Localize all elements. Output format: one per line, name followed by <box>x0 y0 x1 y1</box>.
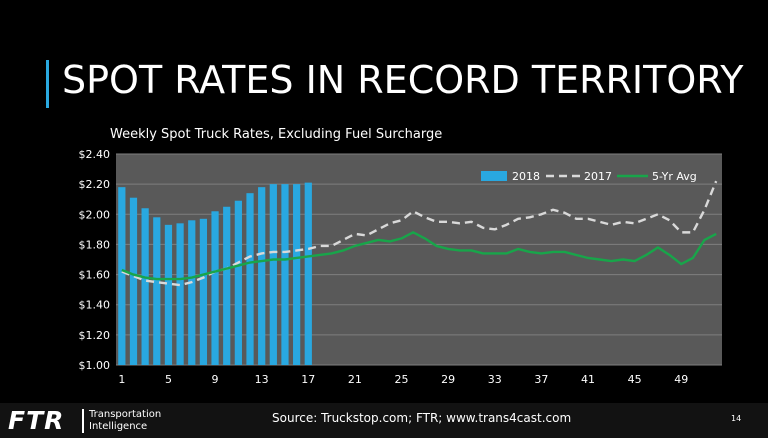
title-accent-bar <box>46 60 49 108</box>
bar-2018 <box>258 187 266 365</box>
y-tick-label: $2.00 <box>79 208 111 221</box>
x-tick-label: 33 <box>488 373 502 386</box>
bar-2018 <box>141 208 149 365</box>
y-tick-label: $1.60 <box>79 269 111 282</box>
bar-2018 <box>269 184 277 365</box>
x-tick-label: 37 <box>534 373 548 386</box>
line-2017 <box>121 180 718 287</box>
legend-label-5yr: 5-Yr Avg <box>652 170 697 183</box>
slide-title: SPOT RATES IN RECORD TERRITORY <box>62 58 744 102</box>
bar-2018 <box>246 193 254 365</box>
y-tick-label: $1.00 <box>79 359 111 372</box>
bar-2018 <box>223 206 231 365</box>
bar-2018 <box>118 187 126 365</box>
bar-2018 <box>281 184 289 365</box>
x-tick-label: 49 <box>674 373 688 386</box>
y-tick-label: $2.40 <box>79 148 111 161</box>
bar-2018 <box>176 223 184 365</box>
footer <box>0 403 768 438</box>
chart-title: Weekly Spot Truck Rates, Excluding Fuel … <box>110 127 443 142</box>
y-tick-label: $2.20 <box>79 178 111 191</box>
x-tick-label: 17 <box>301 373 315 386</box>
spot-rates-chart: $1.00 $1.20 $1.40 $1.60 $1.80 $2.00 $2.20 $2.40… <box>79 148 722 386</box>
x-tick-label: 25 <box>395 373 409 386</box>
bar-2018 <box>211 211 219 365</box>
source-note: Source: Truckstop.com; FTR; www.trans4ca… <box>272 411 572 425</box>
x-tick-label: 1 <box>118 373 125 386</box>
page-number: 14 <box>731 414 742 423</box>
bar-2018 <box>153 217 161 365</box>
x-tick-label: 21 <box>348 373 362 386</box>
legend-label-2017: 2017 <box>584 170 612 183</box>
y-tick-label: $1.40 <box>79 299 111 312</box>
ftr-logo: FTR <box>8 406 65 435</box>
legend-label-2018: 2018 <box>512 170 540 183</box>
legend-swatch-2018 <box>481 171 507 181</box>
bar-2018 <box>199 218 208 365</box>
bar-2018 <box>234 200 242 365</box>
x-tick-label: 9 <box>212 373 219 386</box>
bar-2018 <box>129 197 138 365</box>
y-tick-label: $1.80 <box>79 238 111 251</box>
x-tick-label: 5 <box>165 373 172 386</box>
bar-2018 <box>293 184 301 365</box>
x-tick-label: 13 <box>255 373 269 386</box>
bar-2018 <box>304 182 312 365</box>
line-5yr-avg <box>121 231 717 281</box>
x-tick-label: 45 <box>628 373 642 386</box>
y-tick-label: $1.20 <box>79 329 111 342</box>
bar-2018 <box>188 220 196 365</box>
x-tick-label: 29 <box>441 373 455 386</box>
bar-2018 <box>164 224 173 365</box>
x-tick-label: 41 <box>581 373 595 386</box>
logo-subtitle-line2: Intelligence <box>89 421 148 432</box>
logo-divider <box>82 409 84 433</box>
logo-subtitle-line1: Transportation <box>89 409 162 420</box>
